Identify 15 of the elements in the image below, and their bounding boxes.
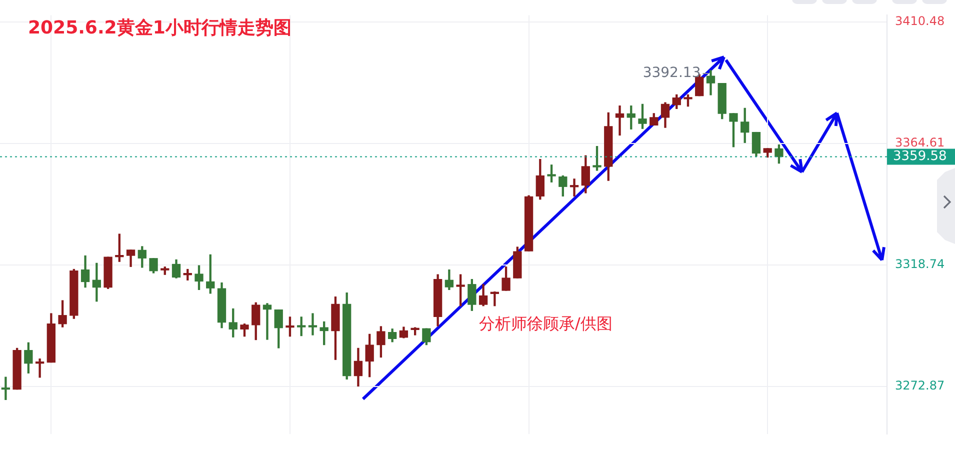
- candlestick: [615, 105, 624, 136]
- ref-line-label: 3359.58: [893, 149, 947, 164]
- chart-title: 2025.6.2黄金1小时行情走势图: [28, 18, 292, 39]
- candlestick: [262, 303, 272, 340]
- annotation: 3392.13: [642, 65, 701, 82]
- y-tick-label: 3364.61: [895, 136, 945, 150]
- y-tick-label: 3410.48: [895, 14, 945, 28]
- annotation: 分析师徐顾承/供图: [478, 314, 612, 334]
- y-tick-label: 3272.87: [895, 378, 945, 393]
- candlestick: [490, 291, 500, 306]
- y-tick-label: 3318.74: [895, 257, 945, 272]
- candlestick: [35, 358, 44, 378]
- candlestick: [1, 376, 10, 400]
- candlestick: [308, 313, 318, 336]
- candlestick: [570, 178, 579, 196]
